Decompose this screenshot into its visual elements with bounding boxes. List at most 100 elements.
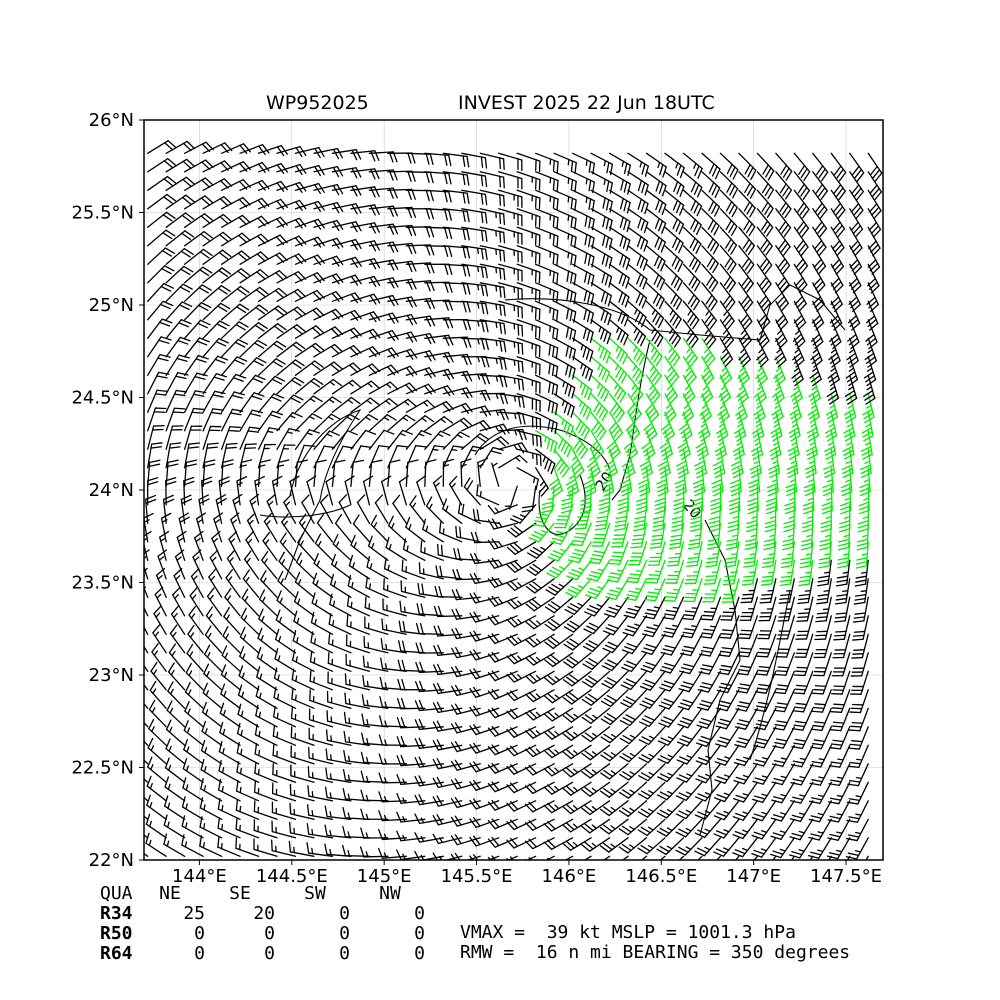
barb-flag bbox=[396, 811, 402, 823]
barb-flag bbox=[509, 764, 519, 774]
barb-half-flag bbox=[347, 399, 354, 404]
wind-barb bbox=[608, 541, 629, 565]
barb-flag bbox=[253, 781, 257, 793]
wind-barb bbox=[703, 559, 722, 585]
barb-flag bbox=[509, 518, 521, 524]
wind-barb bbox=[272, 763, 297, 783]
barb-flag bbox=[687, 556, 700, 560]
wind-contour-line bbox=[474, 425, 611, 471]
barb-flag bbox=[255, 685, 260, 697]
barb-half-flag bbox=[470, 449, 477, 452]
barb-flag bbox=[521, 396, 525, 409]
barb-flag bbox=[657, 740, 669, 746]
barb-flag bbox=[801, 524, 814, 529]
barb-flag bbox=[830, 711, 843, 713]
barb-half-flag bbox=[554, 694, 560, 700]
barb-half-flag bbox=[749, 571, 756, 574]
barb-flag bbox=[847, 852, 860, 857]
barb-flag bbox=[383, 578, 385, 590]
barb-flag bbox=[170, 605, 179, 615]
barb-half-flag bbox=[155, 612, 161, 618]
wind-barb bbox=[610, 522, 629, 548]
barb-flag bbox=[696, 847, 708, 854]
barb-flag bbox=[619, 719, 631, 727]
barb-flag bbox=[499, 409, 505, 421]
barb-flag bbox=[233, 391, 246, 396]
barb-flag bbox=[563, 643, 574, 651]
barb-flag bbox=[698, 739, 710, 744]
barb-flag bbox=[626, 660, 638, 666]
wind-barb bbox=[334, 513, 352, 543]
barb-flag bbox=[768, 464, 779, 471]
barb-flag bbox=[846, 837, 858, 842]
barb-flag bbox=[595, 523, 607, 527]
wind-barb bbox=[778, 578, 795, 604]
barb-flag bbox=[726, 542, 738, 546]
barb-flag bbox=[473, 835, 481, 846]
barb-flag bbox=[732, 834, 744, 840]
barb-flag bbox=[442, 498, 448, 510]
barb-flag bbox=[414, 719, 421, 731]
barb-flag bbox=[797, 601, 809, 605]
barb-flag bbox=[847, 783, 859, 787]
barb-flag bbox=[134, 643, 141, 651]
barb-flag bbox=[426, 399, 436, 409]
wind-barb bbox=[405, 516, 426, 543]
barb-flag bbox=[450, 723, 458, 734]
wind-barb bbox=[695, 744, 722, 766]
barb-flag bbox=[259, 570, 267, 581]
barb-half-flag bbox=[517, 674, 523, 680]
barb-flag bbox=[619, 479, 631, 485]
barb-flag bbox=[506, 839, 515, 849]
wind-barb bbox=[834, 596, 851, 623]
wind-barb bbox=[829, 707, 851, 732]
barb-flag bbox=[159, 353, 171, 358]
barb-half-flag bbox=[384, 682, 388, 689]
barb-half-flag bbox=[301, 520, 306, 527]
barb-flag bbox=[451, 666, 458, 678]
barb-half-flag bbox=[799, 757, 807, 761]
barb-flag bbox=[239, 626, 246, 638]
barb-flag bbox=[469, 799, 477, 810]
barb-half-flag bbox=[772, 460, 779, 465]
wind-barb bbox=[600, 726, 629, 744]
barb-flag bbox=[587, 693, 598, 701]
barb-flag bbox=[645, 661, 657, 667]
wind-barb bbox=[183, 459, 198, 487]
wind-barb bbox=[676, 763, 703, 783]
wind-barb bbox=[794, 633, 814, 658]
barb-half-flag bbox=[513, 395, 517, 402]
barb-flag bbox=[702, 664, 714, 668]
wind-barb bbox=[813, 633, 832, 659]
barb-half-flag bbox=[807, 497, 814, 501]
barb-half-flag bbox=[148, 839, 152, 847]
barb-flag bbox=[823, 468, 835, 475]
barb-flag bbox=[675, 795, 687, 801]
barb-flag bbox=[294, 571, 301, 583]
barb-flag bbox=[306, 804, 310, 816]
wind-barb bbox=[828, 763, 851, 787]
barb-flag bbox=[637, 479, 649, 485]
barb-flag bbox=[361, 713, 365, 725]
wind-barb bbox=[309, 689, 334, 709]
barb-flag bbox=[487, 671, 496, 682]
wind-barb bbox=[643, 411, 658, 442]
wind-barb bbox=[700, 615, 722, 639]
wind-barb bbox=[679, 633, 703, 657]
barb-flag bbox=[845, 856, 858, 860]
barb-flag bbox=[543, 804, 553, 814]
barb-flag bbox=[510, 616, 519, 626]
wind-barb bbox=[675, 781, 703, 801]
wind-barb bbox=[656, 800, 685, 819]
barb-flag bbox=[509, 671, 519, 681]
barb-flag bbox=[835, 612, 848, 615]
wind-barb bbox=[144, 740, 149, 746]
barb-flag bbox=[654, 505, 667, 511]
wind-barb bbox=[202, 682, 223, 709]
barb-flag bbox=[396, 445, 409, 448]
barb-flag bbox=[801, 538, 813, 543]
barb-flag bbox=[727, 528, 739, 533]
barb-flag bbox=[664, 662, 676, 667]
barb-flag bbox=[416, 475, 426, 483]
barb-flag bbox=[162, 494, 174, 501]
